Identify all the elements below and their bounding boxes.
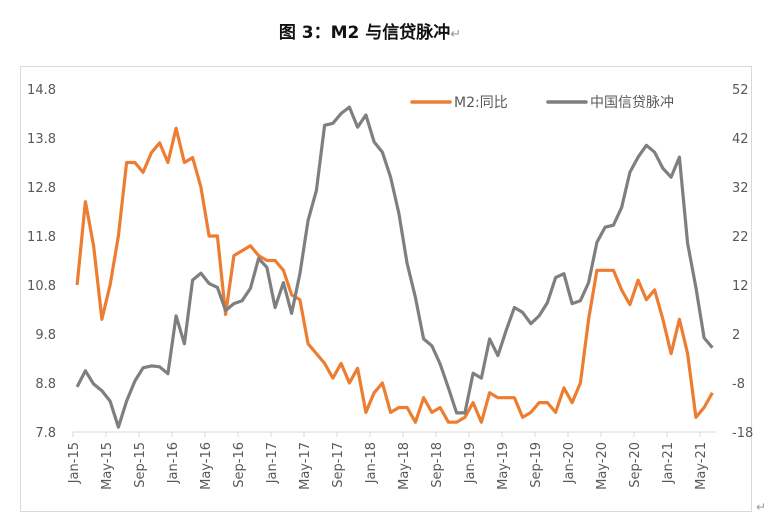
x-tick-label: Sep-16 — [232, 442, 247, 488]
x-tick-label: Sep-20 — [628, 442, 643, 488]
x-tick-label: Jan-19 — [463, 442, 478, 484]
y-left-tick-label: 10.8 — [27, 279, 56, 294]
y-right-tick-label: -18 — [732, 426, 753, 441]
x-tick-label: May-19 — [496, 442, 511, 490]
x-tick-label: May-15 — [100, 442, 115, 490]
y-right-tick-label: 22 — [732, 230, 749, 245]
chart-frame — [20, 66, 752, 512]
legend-label: 中国信贷脉冲 — [590, 95, 674, 111]
x-tick-label: Sep-17 — [331, 442, 346, 488]
x-tick-label: Jan-21 — [661, 442, 676, 484]
y-left-tick-label: 11.8 — [27, 230, 56, 245]
legend-label: M2:同比 — [454, 95, 508, 111]
x-tick-label: Sep-15 — [133, 442, 148, 488]
y-right-tick-label: -8 — [732, 377, 745, 392]
y-right-tick-label: 52 — [732, 83, 749, 98]
x-tick-label: May-17 — [298, 442, 313, 490]
credit-impulse-line — [75, 105, 714, 429]
return-mark: ↵ — [756, 500, 767, 514]
y-right-tick-label: 42 — [732, 132, 749, 147]
y-left-tick-label: 13.8 — [27, 132, 56, 147]
y-left-tick-label: 9.8 — [35, 328, 56, 343]
x-tick-label: Jan-18 — [364, 442, 379, 484]
y-left-tick-label: 7.8 — [35, 426, 56, 441]
return-mark: ↵ — [450, 27, 462, 42]
y-left-tick-label: 14.8 — [27, 83, 56, 98]
chart-title: 图 3：M2 与信贷脉冲↵ — [0, 18, 740, 43]
y-right-tick-label: 2 — [732, 328, 740, 343]
m2-yoy-line — [75, 126, 714, 424]
x-tick-label: May-21 — [694, 442, 709, 490]
x-tick-label: May-18 — [397, 442, 412, 490]
x-tick-label: Jan-15 — [67, 442, 82, 484]
x-tick-label: Jan-17 — [265, 442, 280, 484]
y-right-tick-label: 32 — [732, 181, 749, 196]
x-tick-label: Jan-16 — [166, 442, 181, 484]
y-left-tick-label: 12.8 — [27, 181, 56, 196]
y-right-tick-label: 12 — [732, 279, 749, 294]
chart-title-text: 图 3：M2 与信贷脉冲 — [278, 23, 451, 43]
x-tick-label: Sep-19 — [529, 442, 544, 488]
y-left-tick-label: 8.8 — [35, 377, 56, 392]
x-tick-label: May-16 — [199, 442, 214, 490]
x-tick-label: Sep-18 — [430, 442, 445, 488]
x-tick-label: Jan-20 — [562, 442, 577, 484]
x-tick-label: May-20 — [595, 442, 610, 490]
